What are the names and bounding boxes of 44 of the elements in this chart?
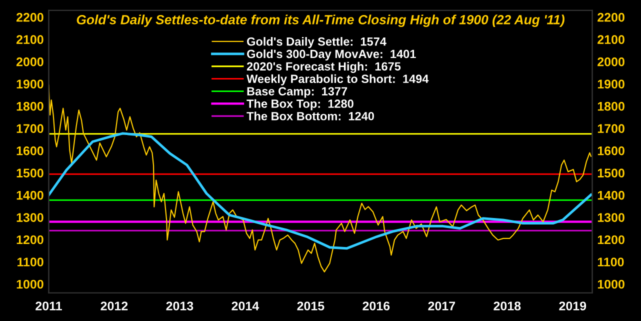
y2-tick-label: 1800 (598, 102, 624, 111)
y2-tick-label: 1000 (598, 280, 624, 289)
y2-tick-label: 1900 (598, 80, 624, 88)
y2-tick-label: 1600 (598, 146, 624, 156)
x-tick-label: 2011 (36, 302, 62, 310)
legend-label: Gold's 300-Day MovAve: 1401 (247, 49, 416, 60)
y2-tick-label: 1100 (598, 258, 624, 266)
chart-title: Gold's Daily Settles-to-date from its All-Time Closing High of 1900 (22 Aug '11) (76, 14, 564, 27)
y-tick-label: 1200 (16, 235, 44, 244)
y-tick-label: 1700 (16, 124, 44, 133)
legend-label: The Box Top: 1280 (246, 99, 354, 110)
y2-tick-label: 1300 (598, 213, 624, 222)
x-tick-label: 2014 (232, 302, 260, 310)
y-tick-label: 1600 (16, 146, 44, 156)
y-tick-label: 1000 (16, 280, 44, 289)
y-tick-label: 2000 (16, 57, 44, 66)
y-tick-label: 1800 (16, 102, 44, 111)
legend-label: 2020's Forecast High: 1675 (246, 62, 401, 73)
y-tick-label: 1900 (16, 80, 44, 88)
y-tick-label: 2100 (16, 35, 44, 44)
legend-label: The Box Bottom: 1240 (246, 112, 374, 120)
x-tick-label: 2016 (362, 302, 390, 310)
y2-tick-label: 1500 (598, 168, 624, 178)
y-tick-label: 1300 (16, 213, 44, 222)
y2-tick-label: 2200 (598, 12, 624, 22)
x-tick-label: 2018 (494, 302, 521, 310)
y2-tick-label: 1400 (598, 190, 624, 200)
y-tick-label: 1100 (18, 258, 44, 266)
x-tick-label: 2013 (166, 302, 194, 310)
y-tick-label: 2200 (16, 12, 44, 22)
x-tick-label: 2017 (428, 302, 456, 310)
x-tick-label: 2015 (297, 302, 324, 310)
y2-tick-label: 1700 (598, 124, 624, 133)
y2-tick-label: 2000 (598, 57, 624, 66)
legend-label: Gold's Daily Settle: 1574 (247, 37, 386, 48)
x-tick-label: 2019 (559, 302, 586, 310)
y-tick-label: 1500 (16, 168, 44, 178)
y2-tick-label: 1200 (598, 235, 624, 244)
legend-label: Base Camp: 1377 (247, 87, 348, 98)
y-tick-label: 1400 (16, 190, 44, 200)
legend-label: Weekly Parabolic to Short: 1494 (246, 74, 429, 86)
x-tick-label: 2012 (100, 302, 128, 310)
line-series (48, 132, 592, 250)
y2-tick-label: 2100 (598, 35, 624, 44)
